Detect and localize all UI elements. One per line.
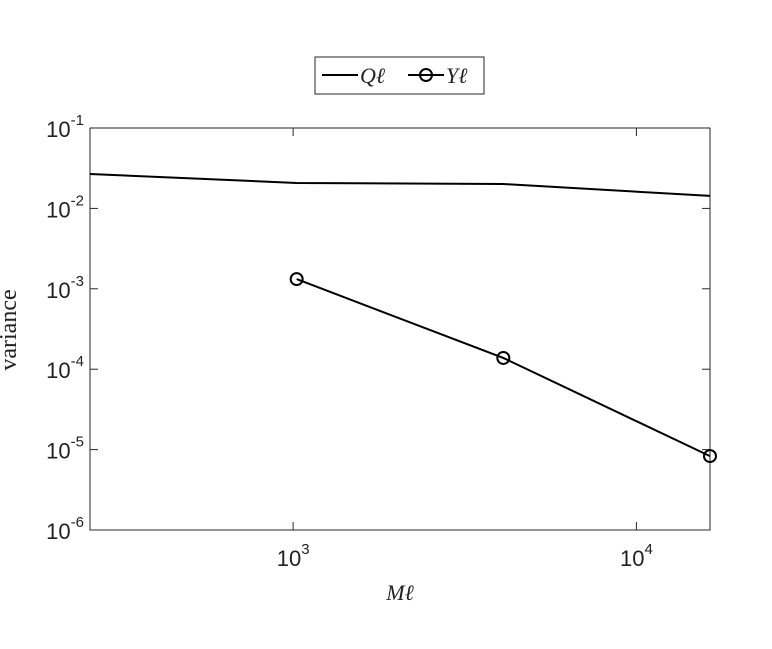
legend-label: Qℓ xyxy=(360,63,386,88)
tick-base: 10 xyxy=(46,439,70,464)
tick-base: 10 xyxy=(277,546,301,571)
y-axis-label: variance xyxy=(0,289,22,370)
tick-exponent: -5 xyxy=(71,434,84,451)
x-axis-label: Mℓ xyxy=(385,580,414,605)
y-tick-label: 10-4 xyxy=(46,353,84,383)
y-tick-label: 10-2 xyxy=(46,192,84,222)
point-marker xyxy=(496,350,511,365)
series-line xyxy=(296,278,711,458)
tick-base: 10 xyxy=(46,519,70,544)
tick-base: 10 xyxy=(46,197,70,222)
x-tick-label: 103 xyxy=(277,541,310,571)
y-tick-label: 10-5 xyxy=(46,434,84,464)
series-line xyxy=(89,172,711,197)
tick-exponent: -1 xyxy=(71,112,84,129)
tick-exponent: -3 xyxy=(71,273,84,290)
tick-exponent: 4 xyxy=(644,541,652,558)
tick-exponent: -6 xyxy=(71,514,84,531)
tick-base: 10 xyxy=(46,278,70,303)
tick-exponent: -2 xyxy=(71,192,84,209)
tick-base: 10 xyxy=(46,358,70,383)
tick-exponent: 3 xyxy=(301,541,309,558)
tick-exponent: -4 xyxy=(71,353,84,370)
y-tick-label: 10-3 xyxy=(46,273,84,303)
point-marker xyxy=(703,449,717,464)
y-tick-label: 10-1 xyxy=(46,112,84,142)
tick-base: 10 xyxy=(620,546,644,571)
y-tick-label: 10-6 xyxy=(46,514,84,544)
point-marker xyxy=(289,272,304,287)
legend-marker xyxy=(419,68,433,82)
tick-base: 10 xyxy=(46,117,70,142)
x-tick-label: 104 xyxy=(620,541,653,571)
legend-label: Yℓ xyxy=(446,63,468,88)
plot-frame xyxy=(89,127,711,531)
